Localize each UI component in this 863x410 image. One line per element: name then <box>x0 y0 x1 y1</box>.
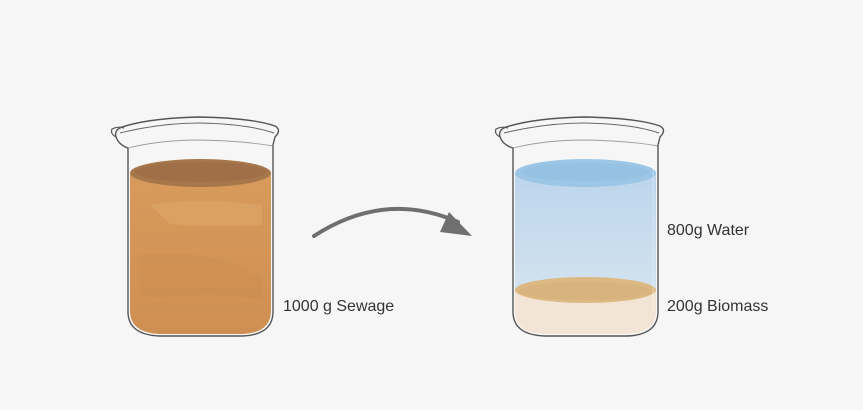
sewage-texture <box>150 200 262 227</box>
water-label: 800g Water <box>667 222 750 239</box>
sewage-beaker <box>110 116 280 337</box>
sewage-beaker-glass <box>114 116 280 337</box>
sewage-label: 1000 g Sewage <box>283 298 395 315</box>
process-arrow <box>312 206 472 238</box>
sewage-texture-2 <box>140 253 262 300</box>
water-layer <box>515 173 656 290</box>
arrow-curve <box>312 206 460 238</box>
separated-beaker-glass <box>498 116 665 337</box>
arrow-head <box>440 212 472 236</box>
separated-beaker <box>494 116 665 337</box>
biomass-label: 200g Biomass <box>667 298 769 315</box>
sewage-liquid <box>130 173 271 334</box>
